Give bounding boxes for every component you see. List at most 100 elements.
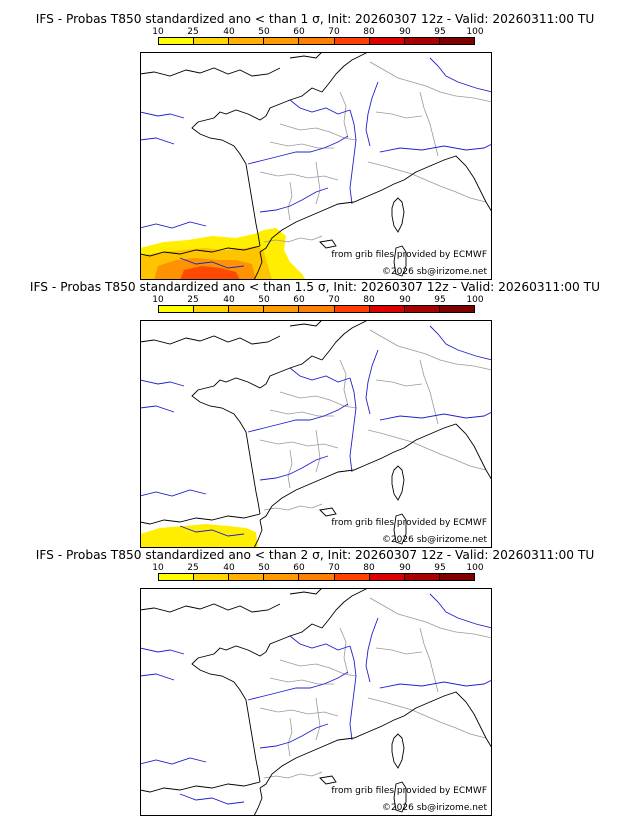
colorbar-cell — [334, 38, 370, 44]
island — [391, 733, 405, 769]
admin-border — [269, 677, 334, 685]
coastline — [253, 519, 263, 548]
map-svg — [140, 588, 492, 816]
colorbar-tick-label: 10 — [152, 563, 164, 573]
river — [140, 111, 185, 119]
admin-border — [419, 359, 439, 425]
colorbar-cell — [194, 38, 230, 44]
admin-border — [375, 647, 423, 655]
river — [379, 143, 492, 153]
admin-border — [315, 429, 321, 473]
coastline — [289, 52, 323, 59]
river — [247, 671, 349, 701]
admin-border — [287, 181, 293, 221]
probability-panel-3: IFS - Probas T850 standardized ano < tha… — [0, 548, 630, 816]
colorbar-cell — [194, 306, 230, 312]
river — [259, 187, 329, 213]
river — [140, 405, 175, 413]
coastline — [259, 715, 405, 789]
colorbar-cell — [369, 306, 405, 312]
probability-panel-1: IFS - Probas T850 standardized ano < tha… — [0, 12, 630, 280]
credit-source: from grib files provided by ECMWF — [331, 786, 487, 796]
colorbar-tick-label: 50 — [258, 27, 270, 37]
coastline — [191, 355, 323, 515]
admin-border — [315, 161, 321, 205]
admin-border — [369, 61, 492, 103]
admin-border — [263, 771, 323, 779]
colorbar-tick-label: 95 — [434, 563, 446, 573]
river — [349, 109, 357, 205]
river — [289, 99, 351, 115]
admin-border — [259, 171, 339, 181]
island — [391, 465, 405, 501]
credit-copyright: ©2026 sb@irizome.net — [381, 267, 487, 277]
island — [393, 245, 407, 277]
river — [140, 673, 175, 681]
colorbar-cell — [439, 306, 474, 312]
colorbar-cell — [194, 574, 230, 580]
map-france: from grib files provided by ECMWF ©2026 … — [140, 52, 492, 280]
river — [259, 723, 329, 749]
colorbar-cell — [334, 574, 370, 580]
island — [391, 197, 405, 233]
credit-copyright: ©2026 sb@irizome.net — [381, 535, 487, 545]
colorbar-tick-label: 100 — [466, 27, 484, 37]
coastline — [140, 335, 281, 345]
river — [140, 647, 185, 655]
island — [393, 781, 407, 813]
admin-border — [287, 449, 293, 489]
colorbar-cell — [369, 574, 405, 580]
admin-border — [339, 91, 349, 139]
colorbar-tick-label: 100 — [466, 295, 484, 305]
coastline — [403, 155, 492, 213]
river — [289, 367, 351, 383]
colorbar-tick-label: 70 — [328, 563, 340, 573]
colorbar-labels: 10 25 40 50 60 70 80 90 95 100 — [150, 27, 484, 37]
colorbar-tick-label: 25 — [187, 295, 199, 305]
colorbar-tick-label: 10 — [152, 27, 164, 37]
colorbar-cell — [299, 38, 335, 44]
admin-border — [367, 697, 487, 739]
river — [349, 645, 357, 741]
colorbar-tick-label: 60 — [293, 27, 305, 37]
panel-title: IFS - Probas T850 standardized ano < tha… — [35, 12, 595, 26]
colorbar-cell — [229, 306, 265, 312]
river — [429, 57, 492, 93]
admin-border — [263, 235, 323, 243]
admin-border — [375, 379, 423, 387]
admin-border — [369, 597, 492, 639]
river — [379, 411, 492, 421]
map-france: from grib files provided by ECMWF ©2026 … — [140, 588, 492, 816]
colorbar-cell — [229, 38, 265, 44]
coastline — [253, 251, 263, 280]
colorbar-tick-label: 60 — [293, 295, 305, 305]
admin-border — [269, 141, 334, 149]
river — [247, 135, 349, 165]
colorbar-tick-label: 50 — [258, 295, 270, 305]
panel-title: IFS - Probas T850 standardized ano < tha… — [35, 548, 595, 562]
colorbar-tick-label: 40 — [223, 27, 235, 37]
coastline — [259, 179, 405, 253]
admin-border — [287, 717, 293, 757]
colorbar-tick-label: 95 — [434, 27, 446, 37]
colorbar — [158, 37, 475, 45]
river — [289, 635, 351, 651]
island — [319, 239, 337, 249]
river — [365, 617, 379, 683]
probability-panel-2: IFS - Probas T850 standardized ano < tha… — [0, 280, 630, 548]
coastline — [140, 67, 281, 77]
coastline — [253, 787, 263, 816]
coastline — [289, 588, 323, 595]
colorbar-cell — [264, 38, 300, 44]
coastline — [321, 588, 369, 629]
colorbar-labels: 10 25 40 50 60 70 80 90 95 100 — [150, 295, 484, 305]
river — [365, 81, 379, 147]
map-france: from grib files provided by ECMWF ©2026 … — [140, 320, 492, 548]
river — [349, 377, 357, 473]
admin-border — [269, 409, 334, 417]
admin-border — [279, 123, 357, 141]
colorbar-cell — [299, 574, 335, 580]
map-svg — [140, 320, 492, 548]
colorbar-cell — [264, 306, 300, 312]
admin-border — [315, 697, 321, 741]
